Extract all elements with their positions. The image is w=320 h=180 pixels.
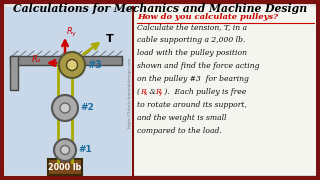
Text: x: x xyxy=(143,91,147,96)
Text: #2: #2 xyxy=(80,103,94,112)
Circle shape xyxy=(60,145,69,154)
Circle shape xyxy=(52,95,78,121)
Bar xyxy=(133,7,316,175)
Circle shape xyxy=(54,139,76,161)
Bar xyxy=(5,7,131,175)
Bar xyxy=(48,159,82,175)
Circle shape xyxy=(67,60,77,71)
Text: compared to the load.: compared to the load. xyxy=(137,127,222,135)
Text: https://3dmechanicaldesign.com: https://3dmechanicaldesign.com xyxy=(128,56,132,128)
Text: R: R xyxy=(155,88,161,96)
Text: Calculations for Mechanics and Machine Design: Calculations for Mechanics and Machine D… xyxy=(13,3,307,14)
Text: to rotate around its support,: to rotate around its support, xyxy=(137,101,247,109)
Text: Calculate the tension, T, in a: Calculate the tension, T, in a xyxy=(137,23,247,31)
Text: y: y xyxy=(71,31,75,37)
Text: T: T xyxy=(106,34,114,44)
Text: ).  Each pulley is free: ). Each pulley is free xyxy=(162,88,246,96)
Bar xyxy=(10,56,122,65)
Text: cable supporting a 2,000 lb.: cable supporting a 2,000 lb. xyxy=(137,36,245,44)
Text: &: & xyxy=(147,88,158,96)
Text: x: x xyxy=(37,58,41,64)
Text: R: R xyxy=(140,88,146,96)
Bar xyxy=(10,56,18,90)
Text: y: y xyxy=(158,91,162,96)
Text: (: ( xyxy=(137,88,140,96)
Text: #3: #3 xyxy=(87,60,102,70)
Text: #1: #1 xyxy=(78,145,92,154)
Text: How do you calculate pulleys?: How do you calculate pulleys? xyxy=(137,13,278,21)
Text: shown and find the force acting: shown and find the force acting xyxy=(137,62,260,70)
Text: R: R xyxy=(67,28,73,37)
Text: on the pulley #3  for bearing: on the pulley #3 for bearing xyxy=(137,75,249,83)
Text: R: R xyxy=(32,55,38,64)
Text: load with the pulley position: load with the pulley position xyxy=(137,49,247,57)
Circle shape xyxy=(60,103,70,113)
Text: 2000 lb: 2000 lb xyxy=(48,163,82,172)
Text: and the weight is small: and the weight is small xyxy=(137,114,227,122)
Circle shape xyxy=(59,52,85,78)
